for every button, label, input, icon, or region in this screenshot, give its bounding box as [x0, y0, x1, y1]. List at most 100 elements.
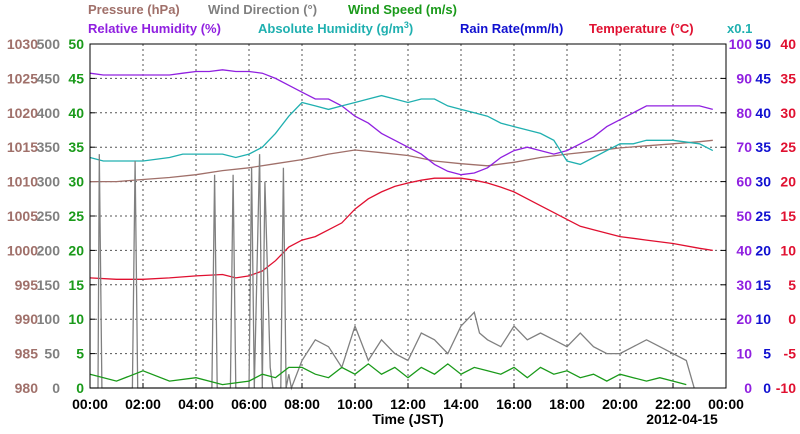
y-tick-relative-humidity: 20 [736, 311, 752, 327]
y-tick-pressure: 990 [15, 311, 39, 327]
y-tick-rain-rate: 0 [763, 380, 771, 396]
y-tick-wind-direction: 250 [37, 208, 61, 224]
y-tick-rain-rate: 35 [755, 139, 771, 155]
rain-rate-label: Rain Rate(mm/h) [460, 21, 563, 36]
x-tick-label: 04:00 [178, 396, 214, 412]
y-tick-pressure: 1005 [7, 208, 38, 224]
x-tick-label: 02:00 [125, 396, 161, 412]
x-tick-label: 12:00 [390, 396, 426, 412]
y-tick-rain-rate: 10 [755, 311, 771, 327]
y-tick-wind-speed: 0 [76, 380, 84, 396]
y-tick-pressure: 985 [15, 346, 39, 362]
x-tick-label: 18:00 [549, 396, 585, 412]
y-tick-pressure: 1020 [7, 105, 38, 121]
y-tick-wind-speed: 5 [76, 346, 84, 362]
y-tick-relative-humidity: 70 [736, 139, 752, 155]
y-tick-wind-speed: 25 [68, 208, 84, 224]
rain-scale-label: x0.1 [727, 21, 752, 36]
y-tick-temperature: 25 [780, 139, 796, 155]
series-wind-direction [90, 154, 695, 391]
relative-humidity-label: Relative Humidity (%) [88, 21, 221, 36]
chart-header: Pressure (hPa) Wind Direction (°) Wind S… [88, 2, 752, 36]
y-tick-temperature: -10 [776, 380, 796, 396]
y-tick-rain-rate: 5 [763, 346, 771, 362]
series-wind-speed-m-s [89, 363, 687, 386]
x-tick-label: 16:00 [496, 396, 532, 412]
y-tick-rain-rate: 40 [755, 105, 771, 121]
y-tick-wind-speed: 45 [68, 70, 84, 86]
y-tick-temperature: 40 [780, 36, 796, 52]
y-tick-pressure: 995 [15, 277, 39, 293]
y-tick-wind-speed: 20 [68, 242, 84, 258]
y-tick-pressure: 1000 [7, 242, 38, 258]
y-tick-pressure: 1025 [7, 70, 38, 86]
y-tick-temperature: 20 [780, 174, 796, 190]
y-tick-relative-humidity: 90 [736, 70, 752, 86]
x-tick-label: 00:00 [708, 396, 744, 412]
y-tick-wind-speed: 15 [68, 277, 84, 293]
x-tick-labels: 00:00 02:00 04:00 06:00 08:00 10:00 12:00 14:00… [72, 396, 744, 412]
y-tick-wind-direction: 50 [44, 346, 60, 362]
x-tick-label: 10:00 [337, 396, 373, 412]
pressure-label: Pressure (hPa) [88, 2, 180, 17]
grid [89, 43, 727, 389]
y-tick-relative-humidity: 80 [736, 105, 752, 121]
y-tick-relative-humidity: 60 [736, 174, 752, 190]
y-tick-wind-direction: 350 [37, 139, 61, 155]
y-tick-temperature: 10 [780, 242, 796, 258]
y-tick-wind-direction: 200 [37, 242, 61, 258]
wind-direction-label: Wind Direction (°) [208, 2, 317, 17]
series-temperature-c [89, 177, 713, 280]
x-tick-label: 22:00 [655, 396, 691, 412]
x-tick-label: 06:00 [231, 396, 267, 412]
y-tick-wind-direction: 0 [52, 380, 60, 396]
y-tick-rain-rate: 30 [755, 174, 771, 190]
y-tick-pressure: 1030 [7, 36, 38, 52]
y-tick-pressure: 1010 [7, 174, 38, 190]
y-tick-relative-humidity: 0 [744, 380, 752, 396]
absolute-humidity-label: Absolute Humidity (g/m3) [258, 20, 413, 36]
series-absolute-humidity-g-m3 [89, 94, 714, 166]
y-tick-relative-humidity: 30 [736, 277, 752, 293]
series-pressure-hpa [90, 139, 713, 183]
y-tick-temperature: 35 [780, 70, 796, 86]
x-tick-label: 08:00 [284, 396, 320, 412]
x-tick-label: 14:00 [443, 396, 479, 412]
date-label: 2012-04-15 [646, 411, 718, 427]
y-tick-wind-speed: 30 [68, 174, 84, 190]
x-tick-label: 00:00 [72, 396, 108, 412]
y-tick-wind-speed: 10 [68, 311, 84, 327]
y-tick-rain-rate: 50 [755, 36, 771, 52]
y-tick-temperature: 30 [780, 105, 796, 121]
y-tick-wind-speed: 40 [68, 105, 84, 121]
y-tick-labels: 1030102510201015101010051000995990985980… [7, 36, 796, 396]
series-lines [89, 69, 714, 391]
x-tick-label: 20:00 [602, 396, 638, 412]
y-tick-temperature: -5 [784, 346, 797, 362]
series-relative-humidity [89, 69, 713, 176]
plot-frame [89, 43, 727, 389]
x-axis-label: Time (JST) [372, 411, 443, 427]
y-tick-pressure: 1015 [7, 139, 38, 155]
y-tick-relative-humidity: 50 [736, 208, 752, 224]
y-tick-wind-speed: 50 [68, 36, 84, 52]
y-tick-wind-direction: 500 [37, 36, 61, 52]
y-tick-wind-direction: 400 [37, 105, 61, 121]
y-tick-relative-humidity: 40 [736, 242, 752, 258]
y-tick-wind-speed: 35 [68, 139, 84, 155]
y-tick-rain-rate: 20 [755, 242, 771, 258]
y-tick-relative-humidity: 10 [736, 346, 752, 362]
y-tick-wind-direction: 100 [37, 311, 61, 327]
y-tick-rain-rate: 15 [755, 277, 771, 293]
y-tick-wind-direction: 150 [37, 277, 61, 293]
y-tick-rain-rate: 25 [755, 208, 771, 224]
y-tick-wind-direction: 300 [37, 174, 61, 190]
y-tick-relative-humidity: 100 [729, 36, 753, 52]
temperature-label: Temperature (°C) [589, 21, 694, 36]
y-tick-wind-direction: 450 [37, 70, 61, 86]
y-tick-rain-rate: 45 [755, 70, 771, 86]
y-tick-temperature: 0 [788, 311, 796, 327]
y-tick-temperature: 5 [788, 277, 796, 293]
